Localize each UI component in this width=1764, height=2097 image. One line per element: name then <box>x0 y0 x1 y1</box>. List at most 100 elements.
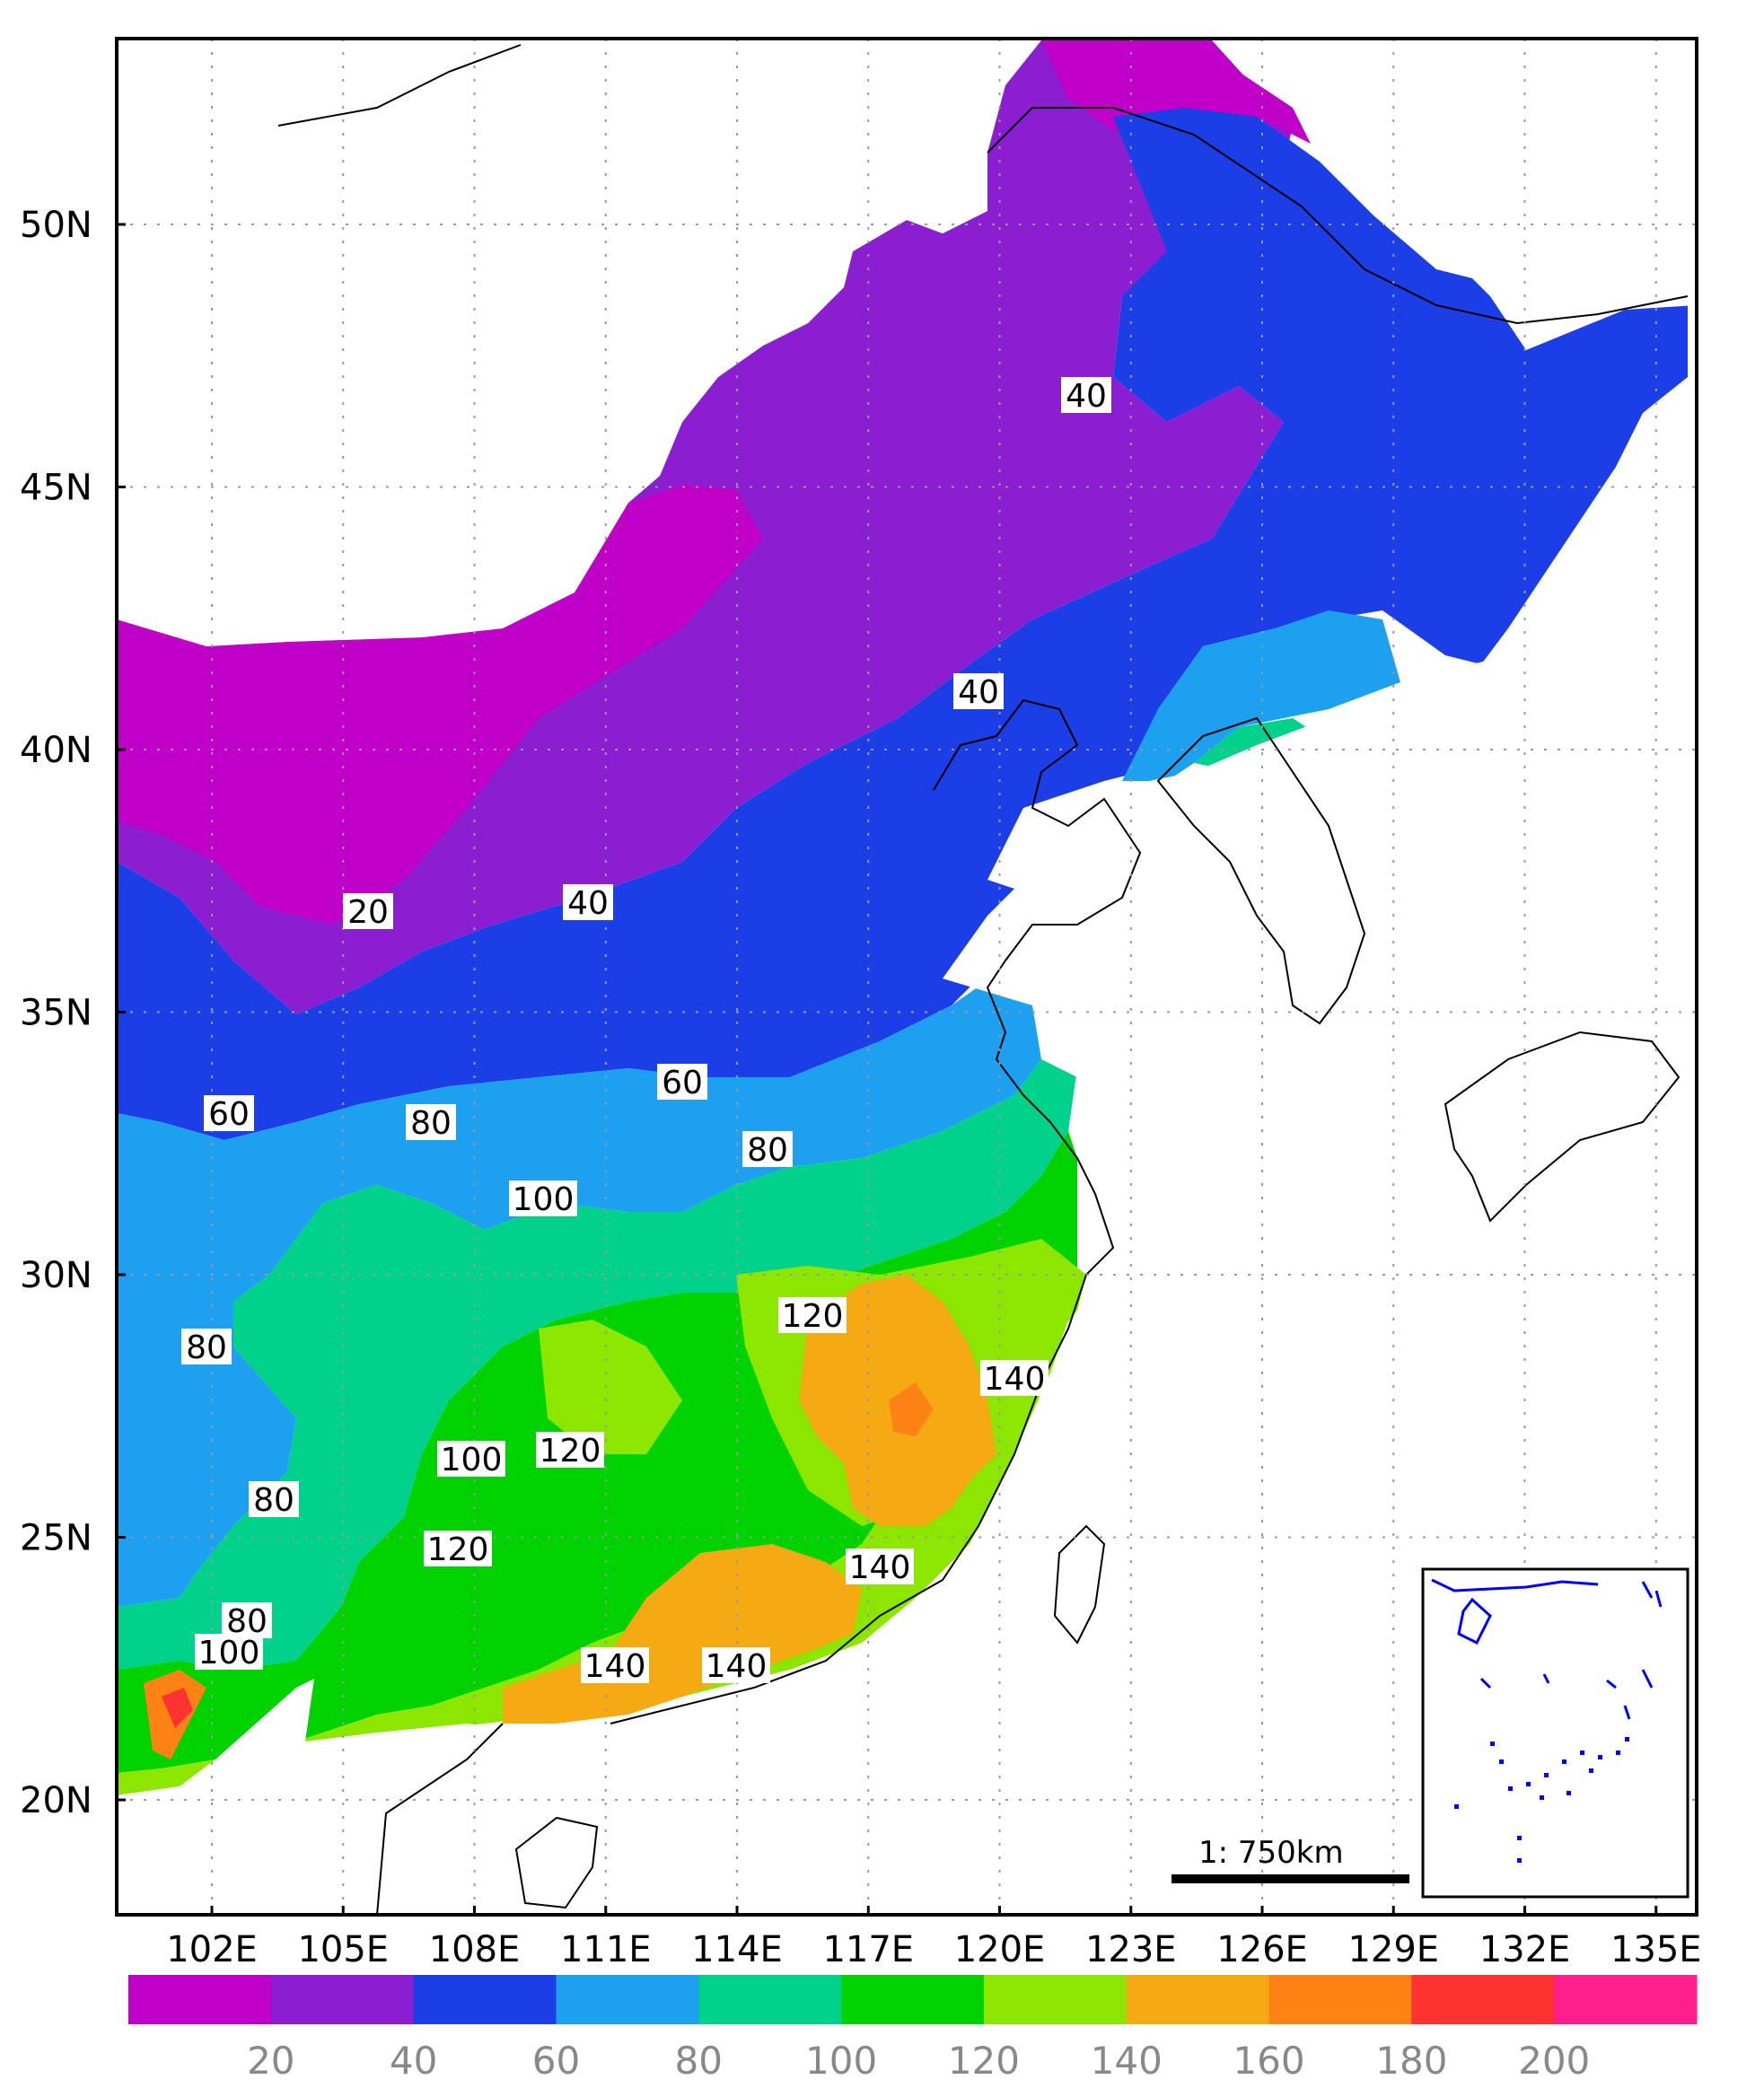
svg-text:40: 40 <box>958 674 999 711</box>
svg-text:60: 60 <box>208 1096 250 1133</box>
legend-tick-label: 140 <box>1091 2039 1163 2083</box>
lon-label: 111E <box>560 1929 652 1970</box>
contour-label: 80 <box>181 1329 232 1366</box>
svg-text:120: 120 <box>540 1433 601 1470</box>
lon-label: 126E <box>1216 1929 1308 1970</box>
svg-text:100: 100 <box>441 1442 503 1478</box>
south-blank <box>117 1679 718 1915</box>
legend-tick-label: 40 <box>390 2039 437 2083</box>
inset-islands <box>1454 1737 1629 1863</box>
lat-label: 25N <box>20 1518 92 1559</box>
contour-label: 140 <box>581 1647 649 1685</box>
coastline-hainan <box>514 1816 599 1909</box>
contour-label: 80 <box>742 1131 793 1169</box>
contour-label: 60 <box>657 1064 707 1101</box>
lat-label: 30N <box>20 1255 92 1296</box>
inset-map <box>1421 1567 1689 1899</box>
svg-text:80: 80 <box>186 1329 227 1366</box>
contour-label: 80 <box>249 1481 299 1519</box>
svg-text:40: 40 <box>567 885 609 922</box>
coastline-bohai <box>610 698 1142 1724</box>
river-amur <box>987 107 1689 325</box>
svg-text:40: 40 <box>1066 378 1107 415</box>
contour-label: 140 <box>980 1360 1049 1398</box>
lon-label: 132E <box>1479 1929 1571 1970</box>
contour-label: 100 <box>509 1180 577 1218</box>
mongolia-blank <box>117 39 1041 646</box>
inset-coastline <box>1431 1578 1663 1720</box>
svg-text:100: 100 <box>513 1181 575 1218</box>
northeast-corner-blank <box>1302 39 1697 350</box>
svg-text:60: 60 <box>662 1065 703 1101</box>
legend-color-box <box>983 1975 1128 2024</box>
band-160-180 <box>889 1382 934 1436</box>
legend-tick-labels: 20 40 60 80 100 120 140 160 180 200 <box>247 2039 1590 2083</box>
lon-label: 114E <box>691 1929 783 1970</box>
contour-label: 120 <box>778 1297 847 1335</box>
boundary-lines <box>277 44 1689 1915</box>
legend-color-box <box>1411 1975 1555 2024</box>
band-120-140-hill <box>539 1320 682 1454</box>
latitude-labels: 50N 45N 40N 35N 30N 25N 20N <box>20 205 126 1821</box>
coastline-taiwan <box>1053 1524 1106 1645</box>
legend-color-box <box>1126 1975 1270 2024</box>
contour-labels: 40 40 20 40 60 60 80 80 100 80 120 140 80 100 120 120 14… <box>181 377 1111 1685</box>
legend-tick-label: 180 <box>1375 2039 1447 2083</box>
legend-color-box <box>698 1975 842 2024</box>
svg-text:80: 80 <box>410 1105 452 1142</box>
band-below-20-west <box>117 485 763 925</box>
lon-label: 117E <box>822 1929 914 1970</box>
lon-label: 123E <box>1085 1929 1177 1970</box>
legend-color-box <box>556 1975 699 2024</box>
svg-text:80: 80 <box>253 1482 294 1519</box>
svg-text:140: 140 <box>984 1361 1046 1398</box>
contour-label: 40 <box>1061 377 1111 415</box>
contour-label: 60 <box>204 1095 254 1133</box>
contour-label: 80 <box>406 1104 456 1142</box>
svg-text:80: 80 <box>747 1132 788 1169</box>
lat-label: 45N <box>20 468 92 509</box>
contour-label: 140 <box>702 1647 770 1685</box>
inset-frame <box>1421 1567 1689 1899</box>
legend-tick-label: 80 <box>675 2039 723 2083</box>
svg-text:120: 120 <box>427 1531 489 1568</box>
color-legend <box>128 1975 1698 2024</box>
legend-color-box <box>270 1975 415 2024</box>
lat-label: 35N <box>20 993 92 1034</box>
legend-tick-label: 60 <box>532 2039 580 2083</box>
legend-color-box <box>1268 1975 1412 2024</box>
lon-label: 129E <box>1347 1929 1439 1970</box>
contour-label: 120 <box>536 1432 604 1470</box>
legend-tick-label: 160 <box>1233 2039 1304 2083</box>
lon-label: 108E <box>429 1929 521 1970</box>
contour-label: 120 <box>424 1531 492 1568</box>
lat-label: 20N <box>20 1780 92 1821</box>
band-80-100 <box>117 1059 1077 1670</box>
lon-label: 135E <box>1610 1929 1702 1970</box>
legend-color-box <box>841 1975 985 2024</box>
contour-label: 140 <box>846 1549 914 1586</box>
coastline-japan <box>1444 1031 1681 1223</box>
svg-text:100: 100 <box>198 1635 260 1671</box>
longitude-labels: 102E 105E 108E 111E 114E 117E 120E 123E 126E 129E… <box>166 1906 1702 1970</box>
lon-label: 105E <box>297 1929 389 1970</box>
svg-text:120: 120 <box>782 1298 844 1335</box>
legend-color-box <box>1554 1975 1698 2024</box>
lon-label: 120E <box>954 1929 1046 1970</box>
field-layer <box>117 40 1688 1899</box>
contour-label: 40 <box>563 884 613 922</box>
scale-bar-label: 1: 750km <box>1198 1835 1344 1871</box>
band-60-80 <box>117 943 1077 1607</box>
scale-bar: 1: 750km <box>1172 1835 1409 1883</box>
coastline-korea <box>1156 716 1366 1025</box>
band-below-20-northeast <box>1041 40 1311 144</box>
svg-text:140: 140 <box>706 1648 768 1685</box>
legend-tick-label: 200 <box>1518 2039 1590 2083</box>
coastline-leizhou <box>376 1723 504 1915</box>
legend-tick-label: 120 <box>948 2039 1020 2083</box>
svg-text:140: 140 <box>849 1549 911 1586</box>
plot-frame <box>115 37 1698 1917</box>
contour-label: 20 <box>343 893 393 931</box>
svg-text:20: 20 <box>347 894 389 931</box>
